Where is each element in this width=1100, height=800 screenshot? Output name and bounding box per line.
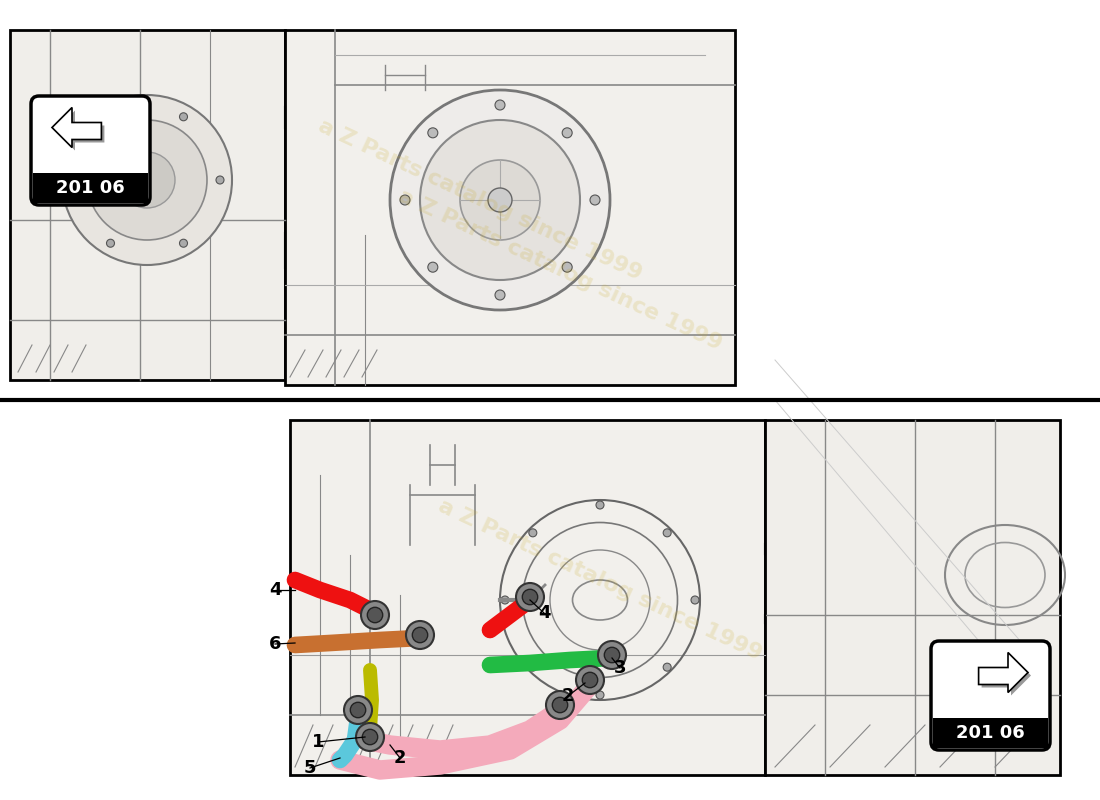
- Circle shape: [400, 195, 410, 205]
- Circle shape: [356, 723, 384, 751]
- Text: 201 06: 201 06: [56, 179, 124, 197]
- Circle shape: [107, 113, 114, 121]
- Circle shape: [495, 100, 505, 110]
- Circle shape: [516, 583, 544, 611]
- Bar: [933, 718, 1048, 748]
- Circle shape: [216, 176, 224, 184]
- Circle shape: [576, 666, 604, 694]
- Circle shape: [428, 262, 438, 272]
- Circle shape: [420, 120, 580, 280]
- Circle shape: [562, 128, 572, 138]
- Polygon shape: [979, 653, 1028, 693]
- Bar: [10, 30, 285, 380]
- Bar: [33, 173, 148, 203]
- Circle shape: [691, 596, 698, 604]
- Circle shape: [107, 239, 114, 247]
- Circle shape: [350, 702, 365, 718]
- Circle shape: [582, 672, 597, 688]
- Circle shape: [596, 691, 604, 699]
- Bar: [290, 420, 764, 775]
- Polygon shape: [52, 127, 75, 150]
- Text: 6: 6: [268, 635, 282, 653]
- Text: a Z Parts catalog since 1999: a Z Parts catalog since 1999: [434, 496, 764, 664]
- Circle shape: [546, 691, 574, 719]
- Circle shape: [179, 113, 187, 121]
- Circle shape: [488, 188, 512, 212]
- Circle shape: [663, 663, 671, 671]
- Text: 201 06: 201 06: [956, 724, 1024, 742]
- Text: 2: 2: [394, 749, 406, 767]
- Polygon shape: [981, 655, 1031, 695]
- Circle shape: [590, 195, 600, 205]
- Circle shape: [495, 290, 505, 300]
- FancyBboxPatch shape: [31, 96, 150, 205]
- Circle shape: [500, 596, 509, 604]
- Circle shape: [562, 262, 572, 272]
- Circle shape: [406, 621, 434, 649]
- Circle shape: [87, 120, 207, 240]
- Circle shape: [390, 90, 611, 310]
- Text: 5: 5: [304, 759, 317, 777]
- Bar: [285, 30, 735, 385]
- Circle shape: [62, 95, 232, 265]
- Circle shape: [663, 529, 671, 537]
- Circle shape: [179, 239, 187, 247]
- Circle shape: [460, 160, 540, 240]
- Circle shape: [362, 730, 377, 745]
- Circle shape: [412, 627, 428, 642]
- Circle shape: [344, 696, 372, 724]
- Text: 4: 4: [268, 581, 282, 599]
- Circle shape: [529, 663, 537, 671]
- Bar: [764, 420, 1060, 775]
- Circle shape: [361, 601, 389, 629]
- Circle shape: [604, 647, 619, 662]
- Text: a Z Parts catalog since 1999: a Z Parts catalog since 1999: [395, 186, 725, 354]
- Text: a Z Parts catalog since 1999: a Z Parts catalog since 1999: [315, 116, 645, 284]
- Text: 2: 2: [562, 687, 574, 705]
- Text: 4: 4: [538, 604, 550, 622]
- Text: 1: 1: [311, 733, 324, 751]
- Polygon shape: [55, 110, 104, 150]
- Circle shape: [70, 176, 78, 184]
- Circle shape: [428, 128, 438, 138]
- FancyBboxPatch shape: [931, 641, 1050, 750]
- Text: 3: 3: [614, 659, 626, 677]
- Circle shape: [552, 698, 568, 713]
- Circle shape: [529, 529, 537, 537]
- Polygon shape: [52, 107, 101, 147]
- Circle shape: [367, 607, 383, 622]
- Circle shape: [119, 152, 175, 208]
- Circle shape: [598, 641, 626, 669]
- Circle shape: [522, 590, 538, 605]
- Circle shape: [596, 501, 604, 509]
